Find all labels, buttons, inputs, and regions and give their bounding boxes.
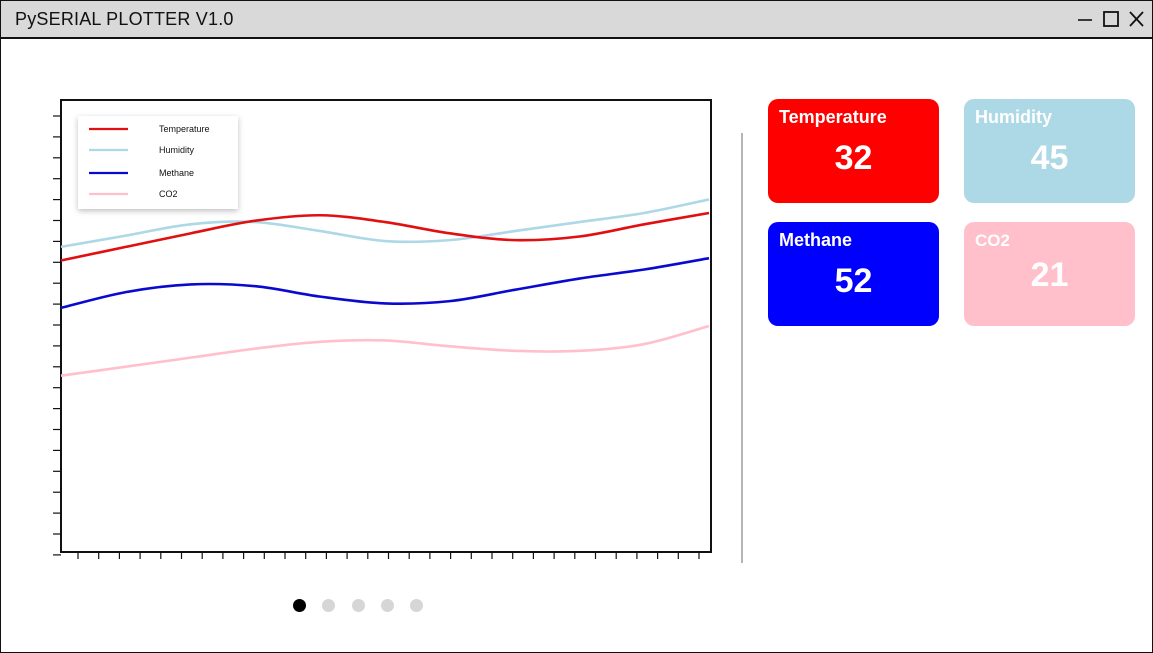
- title-bar: PySERIAL PLOTTER V1.0: [1, 1, 1152, 39]
- vertical-divider: [741, 133, 743, 563]
- temperature-label: Temperature: [779, 107, 887, 127]
- series-line-methane: [60, 256, 710, 310]
- methane-label: Methane: [779, 230, 853, 250]
- methane-value: 52: [834, 262, 873, 300]
- close-icon: [1129, 11, 1144, 27]
- maximize-button[interactable]: [1101, 8, 1123, 30]
- pagination-dot[interactable]: [293, 599, 306, 612]
- legend-label-temperature: Temperature: [159, 124, 210, 134]
- humidity-label: Humidity: [975, 107, 1053, 127]
- temperature-value: 32: [834, 139, 873, 177]
- legend-label-humidity: Humidity: [159, 145, 195, 155]
- minimize-icon: [1078, 19, 1092, 21]
- series-line-co2: [60, 324, 710, 378]
- window-title: PySERIAL PLOTTER V1.0: [15, 9, 234, 29]
- humidity-value: 45: [1030, 139, 1069, 177]
- line-chart: Temperature Humidity Methane CO2: [53, 99, 712, 559]
- maximize-icon: [1103, 11, 1119, 27]
- series-line-temperature: [60, 211, 710, 262]
- co2-value: 21: [1030, 256, 1069, 294]
- x-axis-ticks: [77, 552, 700, 559]
- minimize-button[interactable]: [1075, 8, 1097, 30]
- temperature-card[interactable]: Temperature 32: [768, 99, 939, 203]
- close-button[interactable]: [1126, 8, 1148, 30]
- series-line-humidity: [60, 198, 710, 249]
- legend-label-methane: Methane: [159, 168, 194, 178]
- chart-legend: Temperature Humidity Methane CO2: [78, 116, 238, 209]
- methane-card[interactable]: Methane 52: [768, 222, 939, 326]
- pagination-dot[interactable]: [351, 599, 365, 612]
- y-axis-ticks: [53, 115, 61, 556]
- pagination-dot[interactable]: [322, 599, 336, 612]
- humidity-card[interactable]: Humidity 45: [964, 99, 1135, 203]
- legend-label-co2: CO2: [159, 189, 178, 199]
- series-lines: [60, 198, 710, 378]
- pagination-dot[interactable]: [380, 599, 394, 612]
- co2-label: CO2: [975, 231, 1010, 250]
- pagination-dot[interactable]: [410, 599, 424, 612]
- co2-card[interactable]: CO2 21: [964, 222, 1135, 326]
